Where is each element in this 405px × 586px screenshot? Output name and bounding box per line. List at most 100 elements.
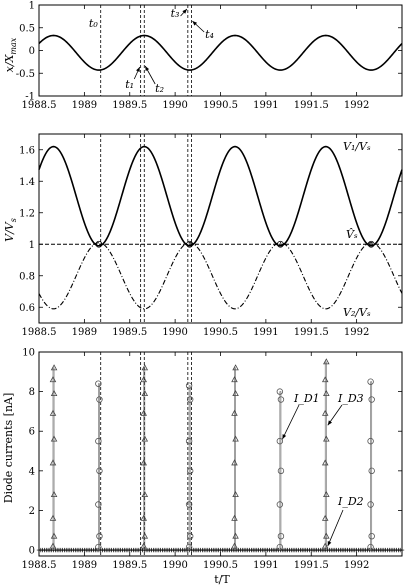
v2-label: V₂/Vₛ <box>343 306 371 319</box>
id1-spike <box>98 383 100 551</box>
id3-marker <box>141 389 149 396</box>
current-xlabel: t/T <box>214 573 230 586</box>
id3-marker <box>141 364 149 371</box>
id1-marker <box>95 543 102 551</box>
y-tick-label: 1.6 <box>19 145 35 156</box>
x-tick-label: 1990.5 <box>203 100 238 111</box>
marker-label-t4: t₄ <box>205 28 214 41</box>
x-tick-label: 1989.5 <box>112 327 147 338</box>
id3-spike <box>234 367 236 551</box>
x-tick-label: 1990 <box>162 560 187 571</box>
current-arrow <box>327 509 344 547</box>
id3-marker <box>323 358 330 365</box>
x-tick-label: 1991.5 <box>294 100 329 111</box>
id3-marker <box>140 514 147 521</box>
crossing-marker <box>95 240 103 248</box>
id1-marker <box>186 532 194 540</box>
id1-marker <box>96 396 103 403</box>
id1-marker <box>276 388 284 395</box>
marker-arrowhead <box>136 67 140 72</box>
y-tick-label: -1 <box>25 92 35 103</box>
y-tick-label: 0 <box>29 546 35 557</box>
id3-marker <box>321 514 329 521</box>
id3-marker <box>232 435 239 442</box>
id3-marker <box>231 409 238 416</box>
id3-spike <box>52 367 55 551</box>
id3-marker <box>50 490 58 498</box>
crossing-marker <box>186 240 193 248</box>
id3-marker <box>141 490 149 498</box>
x-tick-label: 1990 <box>162 327 187 338</box>
y-tick-label: 4 <box>29 466 35 477</box>
x-tick-label: 1991 <box>253 560 278 571</box>
marker-arrowhead <box>145 66 150 71</box>
crossing-marker <box>367 240 375 248</box>
id1-spike <box>279 391 282 551</box>
id3-spike <box>324 361 327 551</box>
v2-series <box>38 242 403 310</box>
id3-marker <box>231 542 238 549</box>
id3-marker <box>49 514 57 521</box>
id3-marker <box>231 376 238 383</box>
y-tick-label: 1.2 <box>19 208 35 219</box>
x-tick-label: 1992 <box>344 100 369 111</box>
id3-marker <box>140 459 147 466</box>
position-panel: 1988.5 1989 1989.5 1990 1990.5 1991 1991.5 1992… <box>16 1 403 111</box>
id3-marker <box>321 459 329 466</box>
id3-spike <box>143 367 146 551</box>
x-tick-label: 1989 <box>72 100 97 111</box>
y-tick-label: 1 <box>29 240 35 251</box>
id3-marker <box>231 459 238 466</box>
x-tick-label: 1990 <box>162 100 187 111</box>
voltage-panel: 1988.5 1989 1989.5 1990 1990.5 1991 1991.5 1992… <box>19 133 403 338</box>
id3-marker <box>49 409 57 416</box>
id1-marker <box>185 501 193 508</box>
v1-label: V₁/Vₛ <box>343 140 371 153</box>
current-arrowhead <box>327 541 332 547</box>
id3-marker <box>321 542 329 549</box>
y-tick-label: 0.5 <box>19 23 35 34</box>
y-tick-label: 1 <box>29 1 35 12</box>
id1-marker <box>277 532 285 540</box>
id3-marker <box>140 409 147 416</box>
marker-arrowhead <box>182 9 187 14</box>
x-tick-label: 1992 <box>344 327 369 338</box>
id3-marker <box>50 532 58 539</box>
id3-marker <box>323 532 330 539</box>
id1-marker <box>367 543 374 551</box>
marker-label-t3: t₃ <box>171 7 180 20</box>
id3-marker <box>321 376 329 383</box>
id1-marker <box>367 437 374 445</box>
y-tick-label: 8 <box>29 387 35 398</box>
id1-marker <box>96 467 103 475</box>
y-tick-label: -0.5 <box>16 69 35 80</box>
id1-marker <box>276 437 284 445</box>
marker-label-t0: t₀ <box>89 17 98 30</box>
id3-marker <box>49 542 57 549</box>
id1-spike <box>370 381 373 551</box>
y-tick-label: 0.8 <box>19 271 35 282</box>
marker-label-t2: t₂ <box>155 82 164 95</box>
id1-marker <box>368 467 375 475</box>
x-tick-label: 1988.5 <box>22 100 57 111</box>
position-series <box>38 34 403 71</box>
y-tick-label: 10 <box>22 348 35 359</box>
marker-arrowhead <box>192 21 198 26</box>
id3-marker <box>49 459 57 466</box>
x-tick-label: 1991.5 <box>294 560 329 571</box>
id1-marker <box>186 467 194 475</box>
vs-hat-label: V̂ₛ <box>346 228 358 241</box>
id3-marker <box>50 435 58 442</box>
id3-marker <box>49 376 57 383</box>
id3-marker <box>323 389 330 396</box>
id3-marker <box>232 532 239 539</box>
x-tick-label: 1990.5 <box>203 560 238 571</box>
id3-marker <box>50 364 58 371</box>
id2-label: I_D2 <box>337 495 364 508</box>
id1-marker <box>185 437 193 445</box>
y-tick-label: 2 <box>29 506 35 517</box>
x-tick-label: 1989 <box>72 327 97 338</box>
id1-marker <box>367 501 374 508</box>
id1-marker <box>277 396 285 403</box>
